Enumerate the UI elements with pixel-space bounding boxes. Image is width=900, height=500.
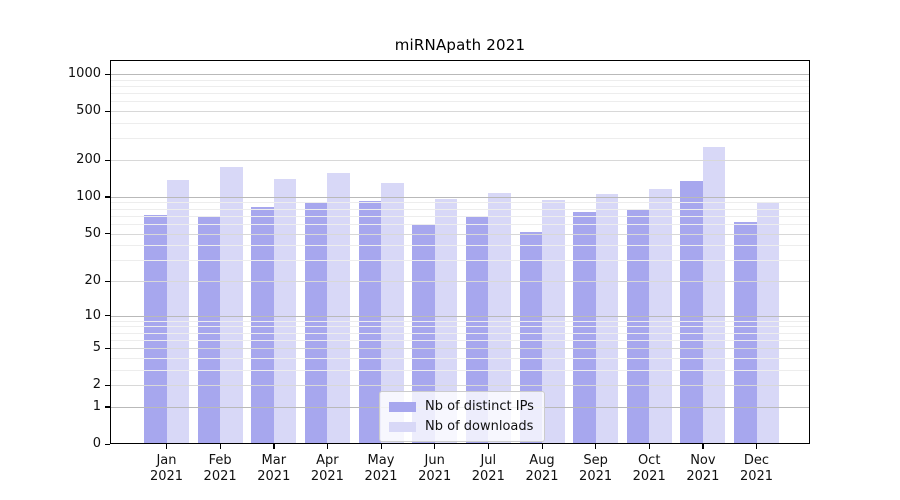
y-tick-mark bbox=[105, 315, 110, 317]
x-tick-mark bbox=[219, 444, 221, 449]
x-tick-label: Feb 2021 bbox=[203, 453, 237, 484]
y-tick-mark bbox=[105, 280, 110, 282]
bar-downloads-dec bbox=[756, 202, 779, 444]
y-tick-label: 5 bbox=[92, 340, 101, 356]
x-tick-mark bbox=[273, 444, 275, 449]
x-tick-label: Dec 2021 bbox=[739, 453, 774, 484]
y-tick-label: 1000 bbox=[67, 66, 101, 81]
x-tick-label: Aug 2021 bbox=[525, 453, 559, 484]
y-tick-mark bbox=[105, 159, 110, 161]
bar-downloads-aug bbox=[542, 199, 565, 444]
y-tick-label: 50 bbox=[84, 225, 101, 241]
bar-ips-apr bbox=[304, 202, 328, 444]
x-tick-label: Mar 2021 bbox=[257, 453, 291, 484]
y-tick-mark bbox=[105, 233, 110, 235]
y-tick-label: 200 bbox=[76, 152, 101, 167]
y-tick-mark bbox=[105, 347, 110, 349]
bar-ips-feb bbox=[197, 215, 221, 444]
y-tick-label: 0 bbox=[92, 436, 101, 451]
bar-downloads-nov bbox=[702, 147, 726, 444]
legend-item: Nb of downloads bbox=[389, 417, 534, 436]
x-tick-mark bbox=[648, 444, 650, 449]
legend-swatch-ips bbox=[389, 401, 416, 412]
bar-ips-oct bbox=[626, 209, 650, 444]
bar-ips-nov bbox=[680, 180, 703, 444]
bar-downloads-may bbox=[381, 182, 404, 444]
y-tick-label: 1 bbox=[92, 398, 101, 414]
bar-downloads-oct bbox=[649, 188, 672, 444]
bars-layer bbox=[110, 60, 810, 444]
x-tick-mark bbox=[434, 444, 436, 449]
x-tick-label: May 2021 bbox=[364, 453, 398, 484]
bar-downloads-jan bbox=[166, 179, 189, 444]
bar-ips-may bbox=[358, 200, 381, 444]
legend: Nb of distinct IPs Nb of downloads bbox=[379, 391, 545, 442]
x-tick-mark bbox=[702, 444, 704, 449]
bar-ips-sep bbox=[573, 212, 596, 444]
y-tick-label: 500 bbox=[76, 103, 101, 119]
x-tick-label: Nov 2021 bbox=[686, 453, 720, 484]
y-tick-mark bbox=[105, 73, 110, 75]
bar-downloads-apr bbox=[327, 172, 350, 444]
legend-label-ips: Nb of distinct IPs bbox=[425, 399, 534, 414]
bar-ips-jun bbox=[412, 223, 435, 444]
y-tick-mark bbox=[105, 384, 110, 386]
bar-ips-dec bbox=[734, 222, 757, 444]
x-tick-mark bbox=[595, 444, 597, 449]
x-tick-label: Sep 2021 bbox=[579, 453, 613, 484]
x-tick-label: Jul 2021 bbox=[471, 453, 505, 484]
y-tick-label: 100 bbox=[76, 188, 101, 204]
chart-title: miRNApath 2021 bbox=[394, 36, 526, 54]
bar-downloads-sep bbox=[595, 193, 619, 444]
y-tick-label: 10 bbox=[84, 307, 101, 323]
y-tick-mark bbox=[105, 406, 110, 408]
x-tick-mark bbox=[541, 444, 543, 449]
x-tick-mark bbox=[166, 444, 168, 449]
legend-label-downloads: Nb of downloads bbox=[425, 419, 534, 434]
x-tick-label: Apr 2021 bbox=[310, 453, 344, 484]
legend-item: Nb of distinct IPs bbox=[389, 397, 534, 416]
bar-downloads-mar bbox=[273, 179, 297, 444]
x-tick-mark bbox=[380, 444, 382, 449]
x-tick-label: Jan 2021 bbox=[149, 453, 184, 484]
bar-ips-mar bbox=[251, 206, 274, 444]
x-tick-label: Oct 2021 bbox=[632, 453, 666, 484]
x-tick-mark bbox=[326, 444, 329, 449]
x-tick-mark bbox=[487, 444, 490, 449]
x-tick-label: Jun 2021 bbox=[418, 453, 452, 484]
bar-ips-jul bbox=[465, 217, 489, 444]
y-tick-label: 2 bbox=[92, 377, 101, 393]
bar-downloads-feb bbox=[220, 167, 243, 444]
legend-swatch-downloads bbox=[389, 421, 416, 432]
bar-ips-jan bbox=[144, 215, 167, 444]
y-tick-mark bbox=[105, 443, 110, 445]
plot-area: Nb of distinct IPs Nb of downloads bbox=[110, 60, 810, 444]
y-tick-label: 20 bbox=[84, 273, 101, 288]
y-tick-mark bbox=[105, 110, 110, 112]
x-tick-mark bbox=[756, 444, 758, 449]
bar-downloads-jul bbox=[488, 192, 511, 444]
y-tick-mark bbox=[105, 196, 110, 198]
